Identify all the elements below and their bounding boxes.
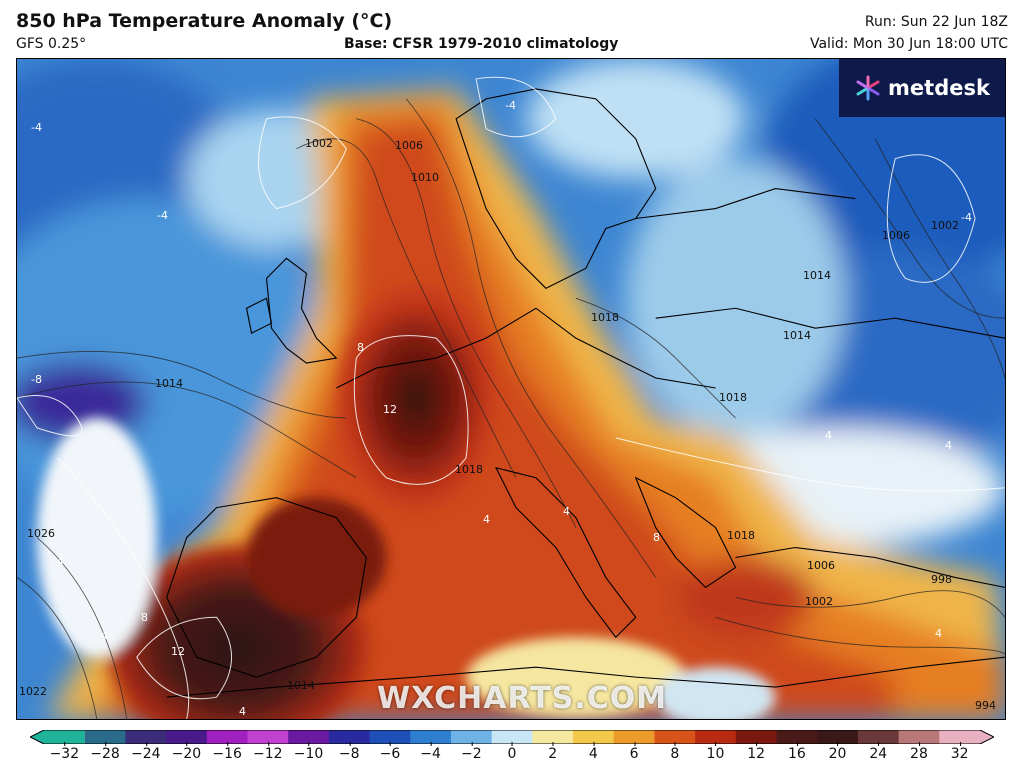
anomaly-label: -4 xyxy=(31,121,42,134)
anomaly-contours xyxy=(17,76,1005,719)
coastlines xyxy=(166,88,1005,698)
color-scale-tick-label: 4 xyxy=(588,742,598,762)
color-scale-segment xyxy=(491,730,533,744)
isobar-label: 1002 xyxy=(931,219,959,232)
anomaly-label: 8 xyxy=(141,611,148,624)
color-scale-tick-label: 16 xyxy=(787,742,806,762)
color-scale-tick-label: 2 xyxy=(548,742,558,762)
color-scale-tick-label: 0 xyxy=(507,742,517,762)
color-scale-segment xyxy=(125,730,167,744)
metdesk-logo: metdesk xyxy=(839,59,1005,117)
color-scale-segment xyxy=(613,730,655,744)
color-scale-tick-label: −24 xyxy=(130,742,161,762)
color-scale-segment xyxy=(166,730,208,744)
isobar-label: 1014 xyxy=(155,377,183,390)
base-climatology-label: Base: CFSR 1979-2010 climatology xyxy=(344,36,619,52)
color-scale-segment xyxy=(328,730,371,744)
color-scale-segment xyxy=(695,730,737,744)
isobar-label: 1014 xyxy=(803,269,831,282)
color-scale-segment xyxy=(735,730,778,744)
anomaly-label: 12 xyxy=(171,645,185,658)
color-scale-tick-label: −16 xyxy=(212,742,242,762)
isobar-label: 1014 xyxy=(783,329,811,342)
model-label: GFS 0.25° xyxy=(16,36,87,52)
color-scale-ticks: −32 −28 −24 −20 −16 −12 −10 −8 −6 −4 −2 0 2 4 6 8 10 12 16… xyxy=(30,742,994,776)
anomaly-map[interactable]: metdesk WXCHARTS.COM 1002 1006 1010 1014… xyxy=(16,58,1006,720)
isobar-label: 994 xyxy=(975,699,996,712)
isobar-label: 1022 xyxy=(19,685,47,698)
color-scale-tick-label: −20 xyxy=(171,742,202,762)
color-scale-segment xyxy=(410,730,452,744)
anomaly-label: 8 xyxy=(357,341,364,354)
run-time-label: Run: Sun 22 Jun 18Z xyxy=(864,14,1008,30)
color-scale-tick-label: −28 xyxy=(90,742,120,762)
color-scale-tick-label: −4 xyxy=(420,742,441,762)
wxcharts-watermark: WXCHARTS.COM xyxy=(377,681,668,716)
anomaly-label: 12 xyxy=(383,403,397,416)
color-scale-bar xyxy=(30,730,994,744)
color-scale-segment xyxy=(939,730,994,744)
isobar-label: 1018 xyxy=(719,391,747,404)
valid-time-label: Valid: Mon 30 Jun 18:00 UTC xyxy=(809,36,1008,52)
color-scale-tick-label: −12 xyxy=(253,742,283,762)
color-scale-tick-label: 8 xyxy=(670,742,680,762)
color-scale-segment xyxy=(288,730,330,744)
isobar-label: 1014 xyxy=(287,679,315,692)
color-scale-segment xyxy=(84,730,126,744)
color-scale-segment xyxy=(573,730,615,744)
metdesk-logo-text: metdesk xyxy=(888,76,990,100)
color-scale-segment xyxy=(450,730,493,744)
anomaly-label: 4 xyxy=(935,627,942,640)
anomaly-label: -4 xyxy=(505,99,516,112)
anomaly-label: -4 xyxy=(157,209,168,222)
color-scale-tick-label: 6 xyxy=(629,742,639,762)
anomaly-label: 4 xyxy=(483,513,490,526)
isobar-label: 1006 xyxy=(882,229,910,242)
color-scale-segment xyxy=(898,730,940,744)
color-scale-tick-label: −10 xyxy=(293,742,324,762)
color-scale-tick-label: 10 xyxy=(706,742,725,762)
isobar-label: 1026 xyxy=(27,527,55,540)
color-scale-tick-label: −2 xyxy=(460,742,482,762)
anomaly-label: 8 xyxy=(653,531,660,544)
anomaly-label: 4 xyxy=(563,505,570,518)
color-scale-segment xyxy=(30,730,85,744)
isobar-label: 1002 xyxy=(805,595,833,608)
color-scale-tick-label: −32 xyxy=(49,742,80,762)
isobar-label: 1002 xyxy=(305,137,333,150)
color-scale-tick-label: 20 xyxy=(828,742,847,762)
color-scale-segment xyxy=(857,730,900,744)
isobar-label: 1006 xyxy=(395,139,423,152)
color-scale-segment xyxy=(247,730,289,744)
anomaly-label: -8 xyxy=(31,373,42,386)
metdesk-star-icon xyxy=(856,75,880,101)
isobars xyxy=(17,98,1005,719)
color-scale-segment xyxy=(654,730,696,744)
color-scale-segment xyxy=(369,730,411,744)
isobar-label: 1018 xyxy=(727,529,755,542)
chart-title: 850 hPa Temperature Anomaly (°C) xyxy=(16,10,393,32)
color-scale-tick-label: −8 xyxy=(338,742,360,762)
anomaly-label: 4 xyxy=(825,429,832,442)
color-scale-segment xyxy=(776,730,818,744)
isobar-label: 1018 xyxy=(455,463,483,476)
isobar-label: 998 xyxy=(931,573,952,586)
anomaly-label: 4 xyxy=(57,555,64,568)
anomaly-label: 4 xyxy=(945,439,952,452)
color-scale-tick-label: 12 xyxy=(747,742,766,762)
isobar-label: 1010 xyxy=(411,171,439,184)
color-scale-segment xyxy=(532,730,574,744)
anomaly-label: -4 xyxy=(961,211,972,224)
color-scale-tick-label: −6 xyxy=(379,742,401,762)
anomaly-label: 4 xyxy=(101,629,108,642)
map-canvas xyxy=(17,59,1005,719)
color-scale-tick-label: 24 xyxy=(869,742,888,762)
anomaly-label: 4 xyxy=(239,705,246,718)
color-scale-tick-label: 28 xyxy=(910,742,928,762)
isobar-label: 1018 xyxy=(591,311,619,324)
color-scale-segment xyxy=(206,730,248,744)
color-scale-segment xyxy=(817,730,859,744)
isobar-label: 1006 xyxy=(807,559,835,572)
color-scale-tick-label: 32 xyxy=(950,742,969,762)
